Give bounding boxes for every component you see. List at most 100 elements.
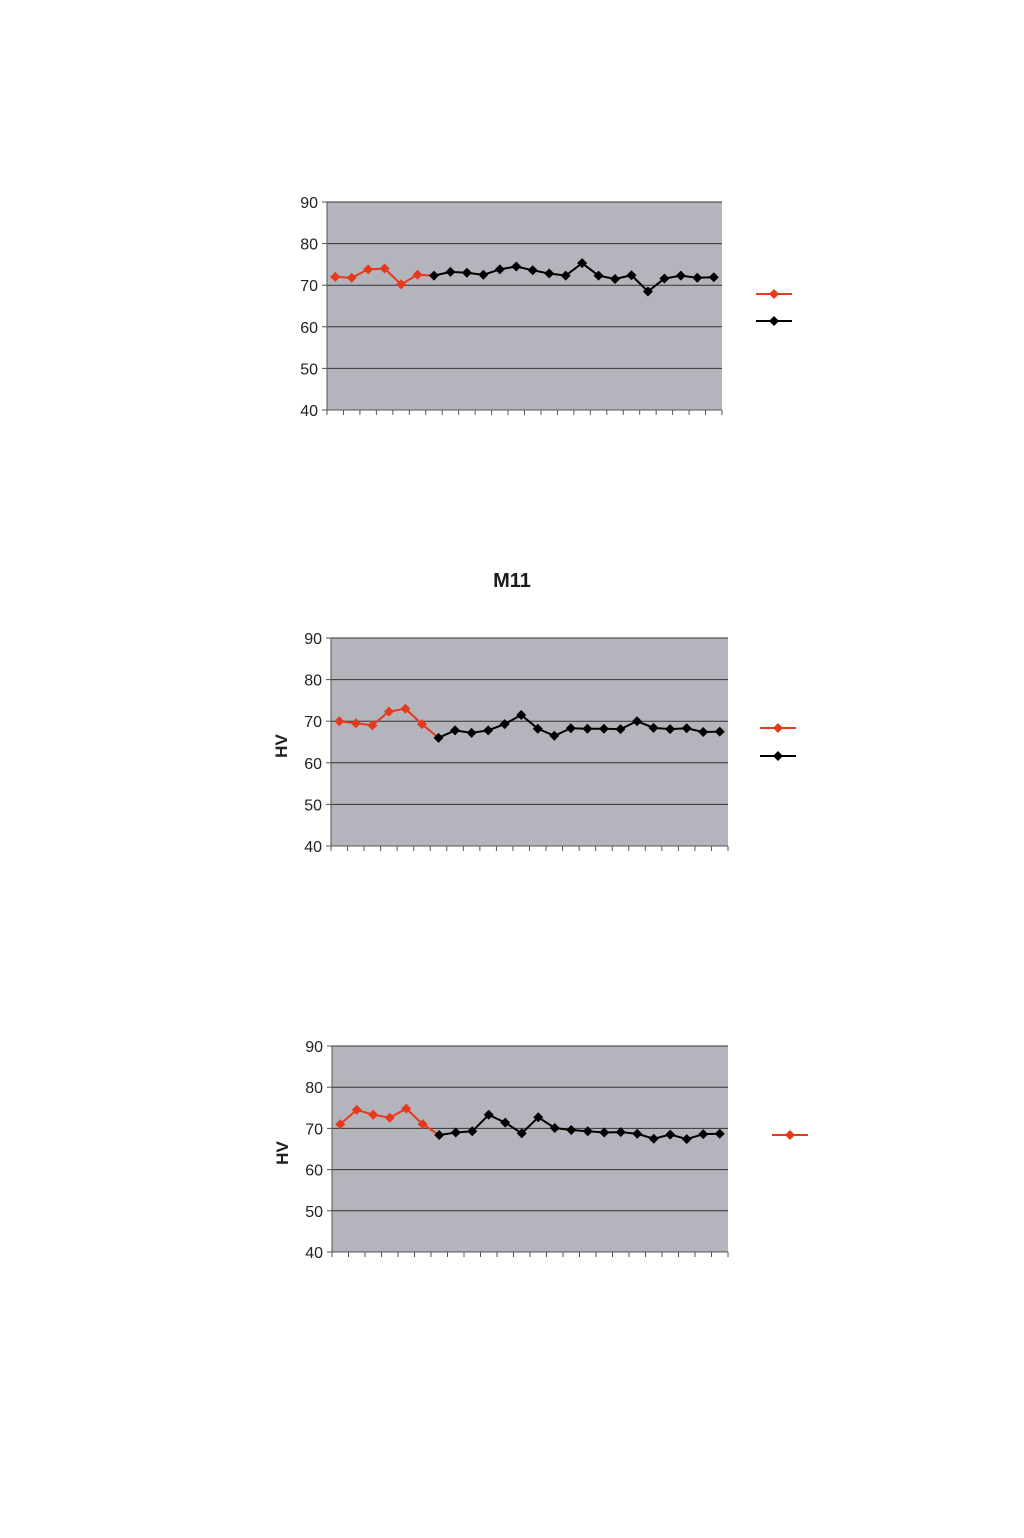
- data-point-black: [615, 724, 626, 735]
- y-axis-label: HV: [272, 734, 291, 758]
- data-point-black: [675, 270, 686, 281]
- data-point-red: [368, 1109, 379, 1120]
- y-tick-label: 60: [304, 756, 322, 773]
- y-tick-label: 90: [300, 195, 318, 212]
- data-point-red: [351, 1104, 362, 1115]
- data-point-black: [467, 1126, 478, 1137]
- chart-2-title: M11: [493, 570, 531, 592]
- data-point-black: [615, 1127, 626, 1138]
- legend-marker: [769, 289, 779, 299]
- data-point-red: [335, 1119, 346, 1130]
- data-point-black: [714, 726, 725, 737]
- data-point-black: [698, 727, 709, 738]
- data-point-black: [626, 270, 637, 281]
- y-tick-label: 40: [304, 839, 322, 856]
- data-point-red: [383, 706, 394, 717]
- y-tick-label: 40: [300, 403, 318, 420]
- data-point-black: [433, 732, 444, 743]
- data-point-black: [544, 268, 555, 279]
- data-point-black: [598, 723, 609, 734]
- y-tick-label: 80: [305, 1080, 323, 1097]
- data-point-black: [698, 1129, 709, 1140]
- y-tick-label: 50: [300, 361, 318, 378]
- y-tick-label: 50: [304, 797, 322, 814]
- y-axis-label: HV: [273, 1141, 292, 1165]
- data-point-black: [642, 286, 653, 297]
- data-point-black: [681, 723, 692, 734]
- y-tick-label: 70: [305, 1121, 323, 1138]
- data-point-red: [384, 1112, 395, 1123]
- data-point-red: [379, 263, 390, 274]
- data-point-red: [412, 269, 423, 280]
- data-point-black: [549, 730, 560, 741]
- data-point-black: [533, 1112, 544, 1123]
- legend-marker: [785, 1130, 795, 1140]
- data-point-black: [478, 269, 489, 280]
- chart-2: 90 80 70 60 50 40 HV: [0, 626, 1024, 966]
- data-point-black: [714, 1128, 725, 1139]
- data-point-black: [692, 272, 703, 283]
- data-point-black: [500, 1117, 511, 1128]
- data-point-red: [417, 1119, 428, 1130]
- data-point-red: [346, 272, 357, 283]
- data-point-black: [599, 1127, 610, 1138]
- chart-1: 90 80 70 60 50 40: [0, 190, 1024, 530]
- data-point-black: [483, 1109, 494, 1120]
- data-point-red: [330, 271, 341, 282]
- data-point-red: [350, 718, 361, 729]
- data-point-black: [665, 1129, 676, 1140]
- data-point-black: [532, 723, 543, 734]
- data-point-red: [363, 264, 374, 275]
- plot-area: [327, 202, 722, 410]
- data-point-black: [466, 727, 477, 738]
- legend-marker: [773, 751, 783, 761]
- data-point-black: [428, 270, 439, 281]
- data-point-red: [334, 716, 345, 727]
- data-point-black: [648, 1133, 659, 1144]
- data-point-red: [396, 279, 407, 290]
- legend-marker: [769, 316, 779, 326]
- data-point-black: [648, 722, 659, 733]
- y-tick-label: 90: [305, 1039, 323, 1056]
- y-tick-label: 70: [300, 278, 318, 295]
- data-point-red: [416, 719, 427, 730]
- y-tick-label: 70: [304, 714, 322, 731]
- data-point-black: [582, 1126, 593, 1137]
- data-point-black: [665, 724, 676, 735]
- data-point-black: [516, 709, 527, 720]
- data-point-black: [593, 270, 604, 281]
- chart-3: 90 80 70 60 50 40 HV: [0, 1034, 1024, 1374]
- legend-marker: [773, 723, 783, 733]
- data-point-black: [632, 716, 643, 727]
- data-point-red: [401, 1103, 412, 1114]
- data-point-black: [516, 1128, 527, 1139]
- data-point-red: [400, 703, 411, 714]
- data-point-black: [450, 725, 461, 736]
- data-point-black: [582, 723, 593, 734]
- data-point-black: [445, 266, 456, 277]
- plot-area: [332, 1046, 728, 1252]
- data-point-black: [483, 725, 494, 736]
- data-point-black: [434, 1129, 445, 1140]
- data-point-black: [494, 264, 505, 275]
- data-point-black: [681, 1134, 692, 1145]
- plot-area: [331, 638, 728, 846]
- data-point-black: [659, 273, 670, 284]
- data-point-black: [461, 267, 472, 278]
- y-tick-label: 90: [304, 631, 322, 648]
- data-point-black: [566, 1125, 577, 1136]
- data-point-red: [367, 720, 378, 731]
- y-tick-label: 60: [300, 320, 318, 337]
- data-point-black: [565, 723, 576, 734]
- y-tick-label: 80: [304, 673, 322, 690]
- data-point-black: [450, 1127, 461, 1138]
- data-point-black: [527, 265, 538, 276]
- y-tick-label: 50: [305, 1204, 323, 1221]
- y-tick-label: 80: [300, 237, 318, 254]
- data-point-black: [610, 273, 621, 284]
- data-point-black: [708, 272, 719, 283]
- data-point-black: [511, 261, 522, 272]
- chart-3-svg: 90 80 70 60 50 40 HV: [273, 1039, 808, 1262]
- chart-2-svg: 90 80 70 60 50 40 HV: [272, 631, 796, 856]
- data-point-black: [632, 1128, 643, 1139]
